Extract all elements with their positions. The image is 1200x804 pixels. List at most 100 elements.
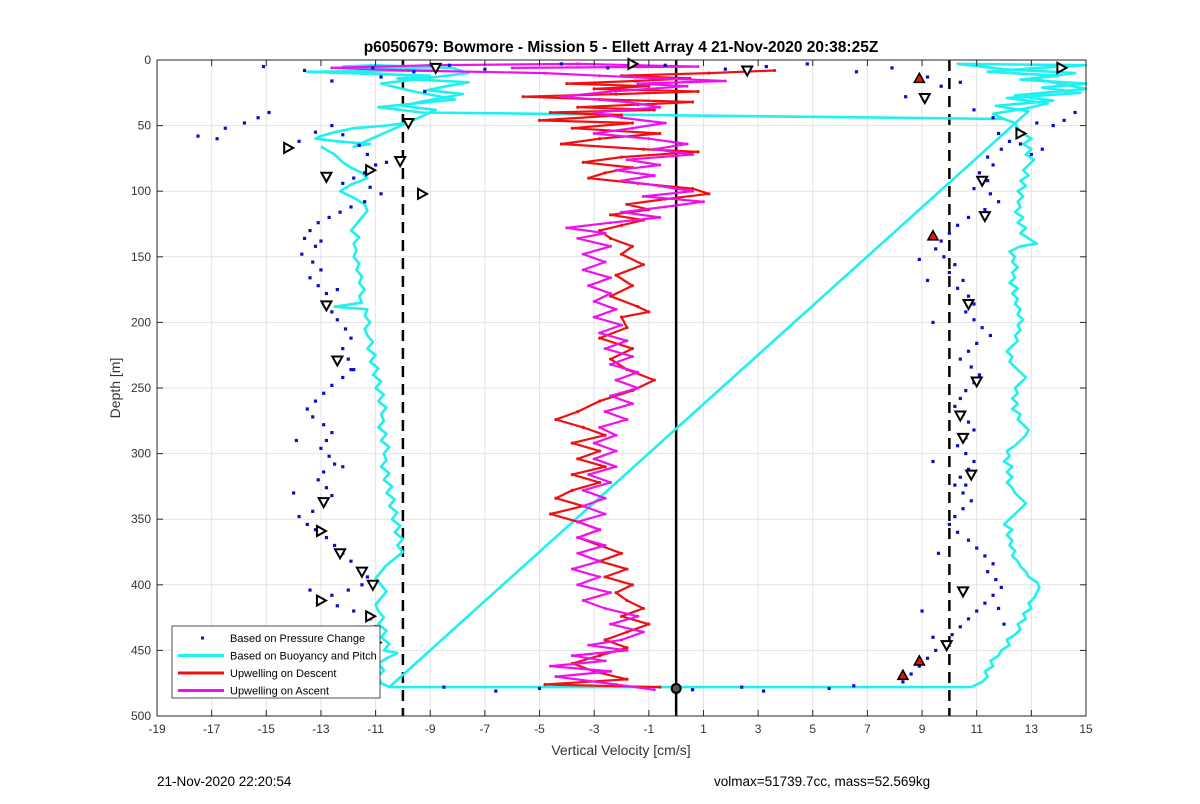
triangle-down-marker (333, 548, 347, 561)
upwelling-ascent-point (620, 323, 623, 327)
pressure-change-point (215, 137, 219, 141)
legend-label: Based on Buoyancy and Pitch (230, 651, 377, 663)
pressure-change-point (483, 67, 487, 71)
pressure-change-point (330, 493, 334, 498)
pressure-change-point (330, 383, 334, 387)
upwelling-ascent-point (625, 339, 629, 343)
pressure-change-point (977, 171, 982, 175)
upwelling-ascent-point (510, 66, 514, 70)
pressure-change-point (319, 239, 323, 243)
pressure-change-point (966, 294, 971, 298)
pressure-change-point (313, 130, 318, 134)
y-tick-label: 450 (131, 643, 151, 657)
upwelling-descent-point (603, 171, 607, 175)
pressure-change-point (341, 465, 345, 469)
pressure-change-point (360, 583, 364, 587)
pressure-change-point (313, 399, 318, 403)
upwelling-descent-point (576, 105, 580, 109)
upwelling-ascent-point (658, 215, 662, 219)
y-tick-label: 500 (131, 709, 151, 723)
x-tick-label: 5 (809, 722, 816, 736)
footer-timestamp: 21-Nov-2020 22:20:54 (157, 774, 292, 789)
pressure-change-point (324, 291, 329, 296)
triangle-right-marker (627, 57, 640, 71)
pressure-change-point (442, 685, 446, 689)
pressure-change-point (537, 686, 542, 691)
profile-markers (283, 57, 1069, 694)
pressure-change-point (313, 244, 318, 248)
upwelling-descent-point (614, 273, 618, 277)
upwelling-descent-point (625, 598, 629, 603)
upwelling-descent-point (625, 567, 629, 571)
pressure-change-point (1007, 139, 1012, 143)
upwelling-ascent-point (592, 131, 596, 135)
pressure-change-point (934, 648, 938, 652)
pressure-change-point (379, 75, 383, 79)
pressure-change-point (330, 124, 334, 128)
pressure-change-point (925, 656, 930, 660)
pressure-change-point (904, 95, 908, 99)
upwelling-descent-point (603, 433, 607, 437)
pressure-change-point (341, 375, 345, 380)
x-tick-label: 7 (864, 722, 871, 736)
upwelling-ascent-point (581, 252, 585, 256)
pressure-change-point (972, 459, 976, 464)
triangle-right-marker (365, 163, 378, 177)
pressure-change-point (373, 163, 378, 167)
upwelling-descent-point (647, 84, 651, 88)
upwelling-descent-point (565, 82, 569, 86)
pressure-change-point (966, 617, 971, 621)
triangle-down-marker (330, 355, 345, 368)
y-tick-label: 250 (131, 381, 151, 395)
upwelling-ascent-point (330, 66, 334, 70)
pressure-change-point (308, 276, 312, 280)
upwelling-ascent-point (614, 449, 618, 453)
pressure-change-point (991, 593, 995, 597)
pressure-change-point (330, 593, 334, 597)
upwelling-ascent-point (603, 410, 607, 414)
pressure-change-point (335, 318, 339, 322)
x-tick-label: -7 (480, 722, 491, 736)
upwelling-ascent-point (636, 82, 640, 86)
pressure-change-point (972, 108, 976, 112)
upwelling-ascent-point (609, 221, 613, 225)
pressure-change-point (958, 625, 962, 629)
pressure-change-point (324, 535, 329, 540)
legend-swatch-point (201, 636, 204, 640)
x-tick-label: 9 (919, 722, 926, 736)
pressure-change-point (316, 478, 320, 482)
upwelling-ascent-point (625, 417, 629, 421)
upwelling-ascent-point (630, 355, 634, 359)
upwelling-ascent-point (576, 536, 580, 540)
upwelling-ascent-point (663, 205, 667, 209)
triangle-down-marker (429, 62, 443, 75)
upwelling-ascent-point (609, 622, 613, 626)
triangle-down-marker (964, 469, 978, 482)
pressure-change-point (330, 431, 334, 435)
pressure-change-point (991, 163, 995, 167)
upwelling-descent-point (690, 186, 695, 191)
triangle-down-marker (393, 156, 407, 169)
upwelling-ascent-point (587, 284, 591, 288)
upwelling-descent-point (772, 68, 777, 73)
upwelling-descent-point (630, 121, 635, 125)
pressure-change-point (261, 64, 266, 69)
upwelling-descent-point (630, 347, 635, 351)
upwelling-descent-point (647, 310, 651, 314)
upwelling-descent-point (619, 223, 624, 227)
pressure-change-point (352, 176, 356, 180)
upwelling-descent-point (658, 131, 662, 136)
upwelling-ascent-point (598, 575, 602, 579)
upwelling-descent-point (652, 108, 656, 112)
triangle-down-marker (956, 432, 970, 445)
y-tick-label: 100 (131, 184, 151, 198)
upwelling-descent-point (570, 472, 574, 477)
upwelling-ascent-point (614, 465, 618, 469)
pressure-change-point (1040, 147, 1044, 151)
x-tick-label: -17 (203, 722, 221, 736)
upwelling-ascent-point (652, 688, 656, 692)
pressure-change-point (972, 428, 976, 432)
upwelling-ascent-point (614, 378, 618, 382)
pressure-change-point (925, 278, 930, 283)
upwelling-descent-point (603, 575, 607, 579)
